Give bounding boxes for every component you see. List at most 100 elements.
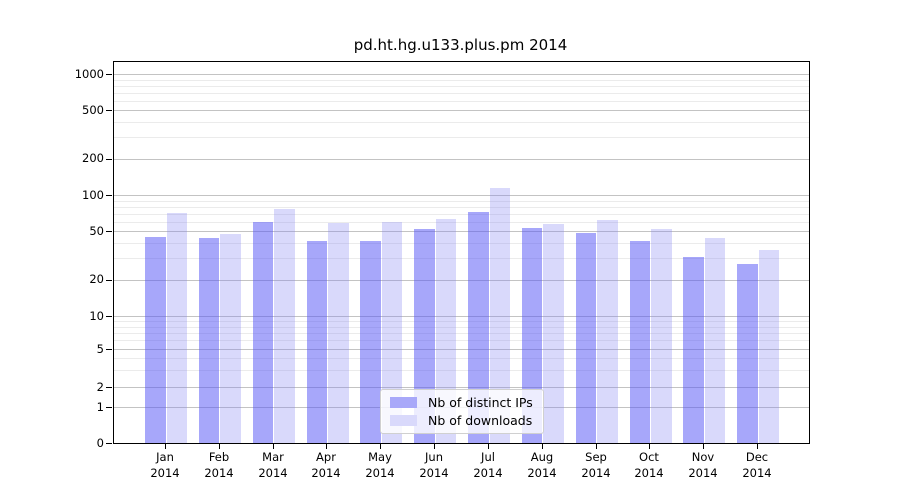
y-tick-mark xyxy=(106,280,112,281)
gridline-minor xyxy=(114,122,809,124)
legend-swatch-distinct-ips-icon xyxy=(390,397,417,408)
bar-downloads-nov xyxy=(704,238,726,443)
x-tick-label: Feb 2014 xyxy=(191,449,247,481)
bar-downloads-may xyxy=(381,221,403,443)
legend-label: Nb of distinct IPs xyxy=(428,395,533,410)
x-label-year: 2014 xyxy=(742,466,772,480)
y-tick-label: 100 xyxy=(82,188,104,202)
gridline-minor xyxy=(114,258,809,260)
x-tick-label: Jul 2014 xyxy=(460,449,516,481)
bar-distinct-ips-jan xyxy=(145,237,166,443)
x-label-year: 2014 xyxy=(581,466,611,480)
bar-distinct-ips-apr xyxy=(306,240,327,443)
gridline-minor xyxy=(114,85,809,87)
gridline-minor xyxy=(114,358,809,360)
gridline-major xyxy=(114,387,809,388)
legend-item-distinct-ips: Nb of distinct IPs xyxy=(390,395,533,410)
y-tick-label: 1000 xyxy=(74,67,104,81)
x-label-year: 2014 xyxy=(311,466,341,480)
x-label-month: Nov xyxy=(691,450,715,464)
x-tick-label: Nov 2014 xyxy=(675,449,731,481)
y-tick-mark xyxy=(106,195,112,196)
x-label-month: Aug xyxy=(530,450,554,464)
y-tick-label: 1 xyxy=(96,400,104,414)
y-tick-mark xyxy=(106,443,112,444)
x-tick-mark xyxy=(273,444,274,449)
legend-label: Nb of downloads xyxy=(428,413,533,428)
x-tick-label: Sep 2014 xyxy=(568,449,624,481)
x-label-year: 2014 xyxy=(150,466,180,480)
x-tick-mark xyxy=(434,444,435,449)
y-tick-label: 20 xyxy=(89,272,104,286)
bar-downloads-sep xyxy=(597,220,618,443)
y-tick-label: 50 xyxy=(89,224,104,238)
gridline-major xyxy=(114,110,809,112)
legend-swatch-downloads-icon xyxy=(390,415,417,426)
gridline-minor xyxy=(114,92,809,94)
x-tick-label: May 2014 xyxy=(352,449,408,481)
x-tick-label: Jun 2014 xyxy=(406,449,462,481)
gridline-major xyxy=(114,231,809,233)
bar-downloads-oct xyxy=(651,229,672,443)
x-label-year: 2014 xyxy=(419,466,449,480)
bar-downloads-mar xyxy=(274,209,295,443)
x-label-month: Jan xyxy=(156,450,174,464)
y-tick-mark xyxy=(106,74,112,75)
x-tick-label: Aug 2014 xyxy=(514,449,570,481)
gridline-major xyxy=(114,316,809,317)
gridline-major xyxy=(114,74,809,75)
gridline-minor xyxy=(114,333,809,334)
gridline-minor xyxy=(114,221,809,223)
gridline-minor xyxy=(114,326,809,328)
x-label-year: 2014 xyxy=(527,466,557,480)
y-tick-label: 500 xyxy=(82,103,104,117)
x-label-year: 2014 xyxy=(688,466,718,480)
x-label-month: Mar xyxy=(262,450,284,464)
gridline-minor xyxy=(114,243,809,245)
x-tick-mark xyxy=(488,444,489,449)
bar-distinct-ips-oct xyxy=(629,240,650,443)
x-label-year: 2014 xyxy=(365,466,395,480)
gridline-minor xyxy=(114,213,809,215)
x-label-year: 2014 xyxy=(204,466,234,480)
x-tick-label: Dec 2014 xyxy=(729,449,785,481)
gridline-minor xyxy=(114,321,809,322)
gridline-minor xyxy=(114,370,809,372)
x-tick-mark xyxy=(165,444,166,449)
x-label-month: Feb xyxy=(208,450,230,464)
y-tick-mark xyxy=(106,159,112,160)
x-tick-mark xyxy=(596,444,597,449)
plot-area xyxy=(113,61,810,444)
bar-downloads-apr xyxy=(328,222,349,443)
bar-downloads-aug xyxy=(543,223,564,443)
bar-distinct-ips-dec xyxy=(737,263,758,443)
gridline-minor xyxy=(114,200,809,202)
gridline-minor xyxy=(114,100,809,102)
gridline-major xyxy=(114,279,809,281)
x-label-month: Oct xyxy=(639,450,659,464)
y-tick-label: 2 xyxy=(96,380,104,394)
y-tick-mark xyxy=(106,349,112,350)
chart-title: pd.ht.hg.u133.plus.pm 2014 xyxy=(353,36,568,54)
bar-distinct-ips-sep xyxy=(575,232,597,443)
x-label-month: Jun xyxy=(425,450,443,464)
x-tick-mark xyxy=(649,444,650,449)
x-tick-mark xyxy=(757,444,758,449)
gridline-minor xyxy=(114,79,809,81)
x-label-month: Jul xyxy=(481,450,495,464)
x-label-year: 2014 xyxy=(634,466,664,480)
x-tick-mark xyxy=(326,444,327,449)
bar-downloads-jul xyxy=(489,188,510,443)
gridline-major xyxy=(114,195,809,196)
legend: Nb of distinct IPs Nb of downloads xyxy=(380,389,544,434)
x-tick-mark xyxy=(219,444,220,449)
x-label-month: Apr xyxy=(316,450,336,464)
gridline-minor xyxy=(114,340,809,342)
bar-downloads-jan xyxy=(166,213,187,443)
x-tick-label: Oct 2014 xyxy=(621,449,677,481)
y-tick-mark xyxy=(106,316,112,317)
y-tick-mark xyxy=(106,110,112,111)
y-tick-label: 5 xyxy=(96,342,104,356)
gridline-major xyxy=(114,349,809,350)
